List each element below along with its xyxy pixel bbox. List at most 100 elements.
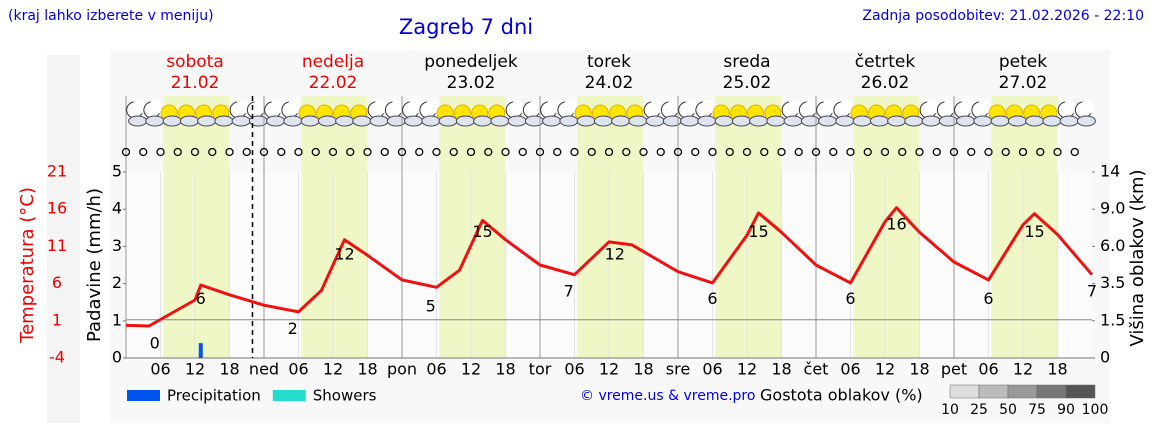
wind-calm [898, 147, 907, 157]
left-panel [47, 55, 80, 423]
day-date: 24.02 [585, 73, 634, 93]
day-date: 27.02 [999, 73, 1048, 93]
x-day-label: tor [529, 360, 552, 379]
wind-calm [622, 147, 631, 157]
wind-calm [915, 147, 924, 157]
y3-axis-title: Višina oblakov (km) [1127, 169, 1148, 346]
wind-calm [363, 147, 372, 157]
daylight-band [991, 96, 1058, 358]
wind-calm [173, 147, 182, 157]
x-tick-label: 12 [323, 360, 343, 379]
x-tick-label: 12 [1013, 360, 1033, 379]
y-tick-label: 16 [47, 199, 67, 218]
cloud-legend-tick: 50 [999, 402, 1017, 418]
daylight-band [715, 96, 782, 358]
temp-label: 0 [150, 334, 160, 353]
moon-cut [131, 100, 146, 114]
moon-cut [390, 100, 405, 114]
cloud-icon [800, 115, 820, 127]
wind-calm [673, 147, 683, 157]
x-tick-label: 18 [219, 360, 239, 379]
cloud-icon [835, 115, 855, 127]
wind-calm [259, 147, 269, 157]
cloud-icon [990, 115, 1010, 127]
wind-calm [553, 147, 562, 157]
daylight-band [439, 96, 506, 358]
moon-cut [1080, 100, 1095, 114]
wind-calm [691, 147, 700, 157]
wind-calm [587, 147, 596, 157]
moon-cut [424, 100, 439, 114]
wind-calm [725, 147, 734, 157]
cloud-icon [697, 115, 717, 127]
wind-calm [656, 147, 665, 157]
cloud-icon [473, 115, 493, 127]
moon-cut [511, 100, 526, 114]
x-tick-label: 18 [495, 360, 515, 379]
moon-cut [528, 100, 543, 114]
y-tick-label: -4 [49, 348, 65, 367]
wind-calm [294, 147, 303, 157]
legend-label: Precipitation [167, 387, 261, 405]
wind-calm [708, 147, 717, 157]
moon-cut [700, 100, 715, 114]
cloud-legend-box [1036, 384, 1067, 399]
y2-tick-label: 3 [112, 236, 122, 255]
moon-cut [1063, 100, 1078, 114]
wind-calm [829, 147, 838, 157]
cloud-icon [559, 115, 579, 127]
x-tick-label: 06 [288, 360, 308, 379]
cloud-icon [438, 115, 458, 127]
wind-calm [880, 147, 890, 157]
wind-calm [277, 147, 286, 157]
day-name: petek [999, 52, 1047, 72]
wind-calm [466, 147, 476, 157]
wind-calm [1053, 147, 1062, 157]
wind-calm [1001, 147, 1010, 157]
y3-tick-label: 14 [1100, 162, 1120, 181]
moon-cut [545, 100, 560, 114]
wind-calm [346, 147, 355, 157]
wind-calm [570, 147, 579, 157]
cloud-icon [628, 115, 648, 127]
updated: Zadnja posodobitev: 21.02.2026 - 22:10 [862, 8, 1144, 24]
daylight-band [301, 96, 368, 358]
x-tick-label: 06 [840, 360, 860, 379]
cloud-icon [162, 115, 182, 127]
cloud-icon [1042, 115, 1062, 127]
moon-cut [959, 100, 974, 114]
cloud-icon [542, 115, 562, 127]
x-tick-label: 06 [150, 360, 170, 379]
x-tick-label: 06 [426, 360, 446, 379]
moon-cut [148, 100, 163, 114]
wind-calm [139, 147, 148, 157]
wind-calm [328, 147, 338, 157]
cloud-legend-box [978, 384, 1009, 399]
moon-cut [373, 100, 388, 114]
moon-cut [286, 100, 301, 114]
cloud-icon [731, 115, 751, 127]
temp-label: 7 [1087, 282, 1097, 301]
legend-label: Showers [313, 387, 377, 405]
wind-calm [311, 147, 320, 157]
cloud-legend-tick: 90 [1057, 402, 1075, 418]
moon-cut [666, 100, 681, 114]
x-day-label: čet [804, 360, 829, 379]
wind-calm [415, 147, 424, 157]
cloud-legend-box [949, 384, 980, 399]
day-date: 25.02 [723, 73, 772, 93]
y-tick-label: 11 [47, 236, 67, 255]
chart-title: Zagreb 7 dni [399, 15, 533, 39]
y3-tick-label: 6.0 [1100, 236, 1125, 255]
y2-tick-label: 2 [112, 273, 122, 292]
x-tick-label: 06 [564, 360, 584, 379]
y-tick-label: 21 [47, 162, 67, 181]
cloud-legend-tick: 10 [941, 402, 959, 418]
cloud-icon [128, 115, 148, 127]
temp-label: 2 [288, 319, 298, 338]
wind-calm [484, 147, 493, 157]
y-axis-title: Temperatura (°C) [17, 187, 38, 344]
legend-swatch [127, 390, 160, 401]
temp-label: 15 [472, 222, 492, 241]
